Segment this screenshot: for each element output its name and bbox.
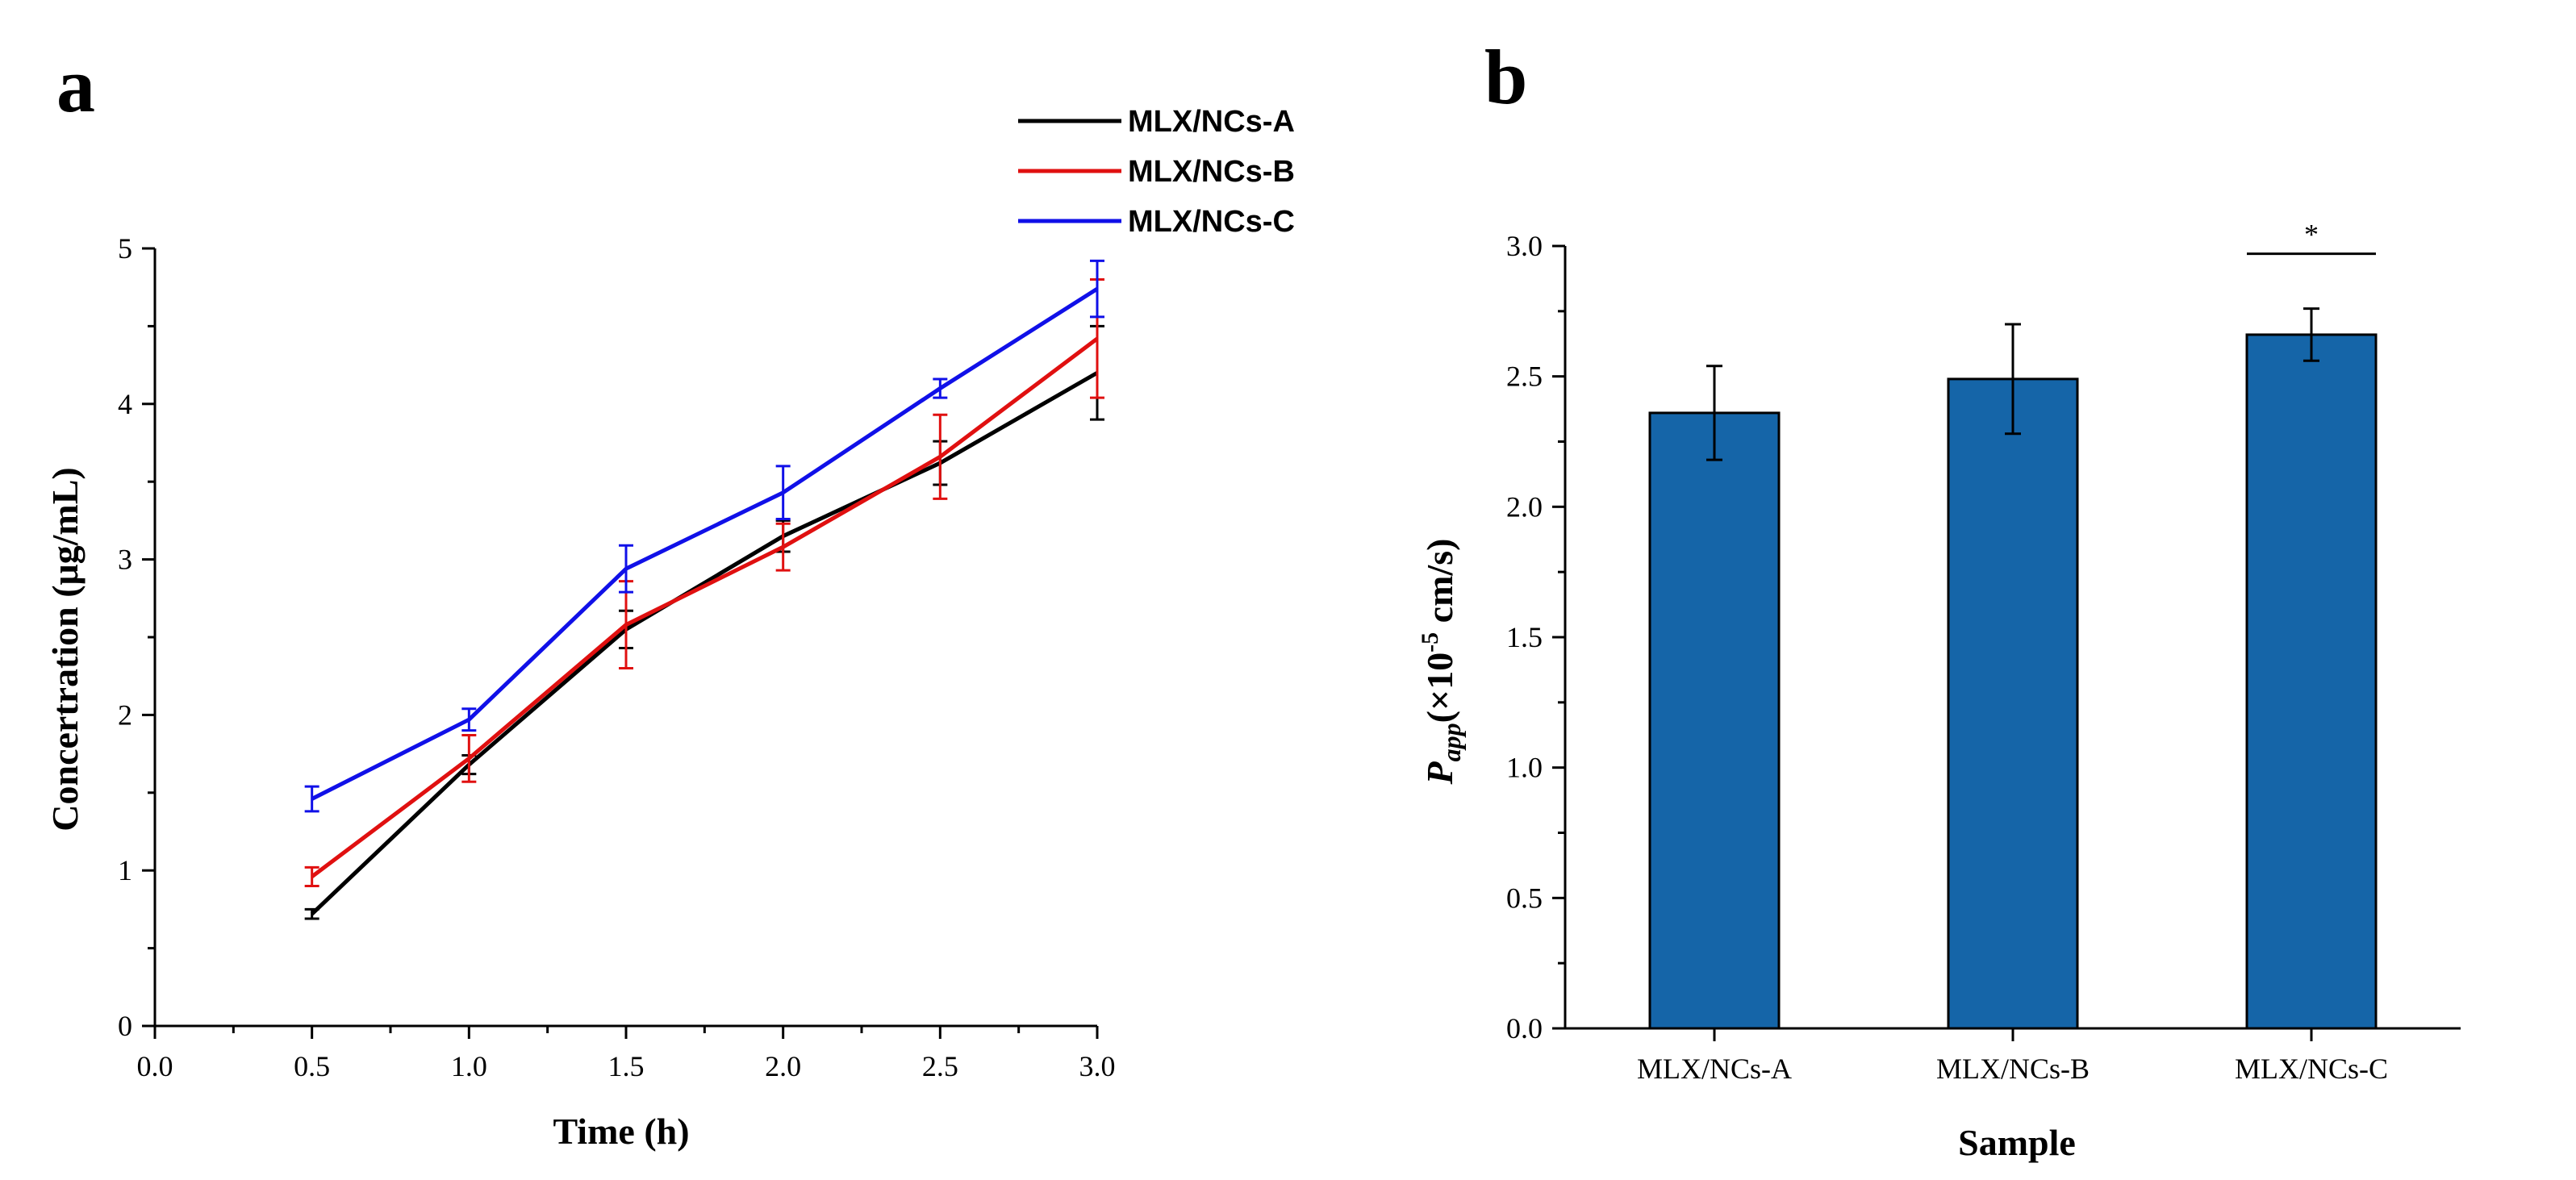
panel-letter-b: b [1484, 34, 1527, 120]
panel-a: a 0.0 0.5 1.0 1.5 2.0 2.5 3.0 0 1 2 3 4 5 Time (h) C… [44, 42, 1295, 1152]
chart-a-plot: 0.0 0.5 1.0 1.5 2.0 2.5 3.0 0 1 2 3 4 5 [118, 232, 1116, 1082]
y-tick-label-a: 3 [118, 544, 132, 576]
x-tick-label-a: 0.0 [137, 1050, 173, 1082]
y-axis-title-a: Concertration (μg/mL) [44, 467, 86, 831]
x-tick-label-b: MLX/NCs-C [2235, 1053, 2388, 1085]
bar [1947, 377, 2079, 1030]
y-axis-title-b: Papp(×10-5 cm/s) [1417, 539, 1466, 786]
x-tick-label-a: 2.5 [922, 1050, 958, 1082]
y-tick-label-a: 5 [118, 232, 132, 265]
y-tick-label-a: 4 [118, 388, 132, 420]
x-tick-label-b: MLX/NCs-B [1936, 1053, 2090, 1085]
y-tick-label-a: 1 [118, 854, 132, 886]
x-tick-label-b: MLX/NCs-A [1637, 1053, 1792, 1085]
y-axis-title-b-close: cm/s) [1419, 539, 1460, 632]
y-tick-label-b: 1.0 [1506, 752, 1543, 784]
y-tick-label-b: 1.5 [1506, 621, 1543, 653]
y-tick-label-b: 2.0 [1506, 490, 1543, 523]
x-tick-label-a: 0.5 [294, 1050, 330, 1082]
y-tick-label-b: 0.5 [1506, 882, 1543, 914]
series-1-a [304, 324, 1104, 920]
y-axis-title-b-sup: -5 [1417, 632, 1443, 653]
legend-a: MLX/NCs-A MLX/NCs-B MLX/NCs-C [1018, 105, 1295, 239]
x-tick-label-a: 3.0 [1079, 1050, 1116, 1082]
x-tick-label-a: 1.5 [608, 1050, 645, 1082]
chart-b-plot: 0.0 0.5 1.0 1.5 2.0 2.5 3.0 MLX/NCs-A MLX/NCs-B M… [1506, 219, 2461, 1085]
y-tick-label-b: 2.5 [1506, 361, 1543, 393]
series-line [310, 371, 1099, 915]
significance-star: * [2304, 219, 2319, 251]
y-tick-label-b: 0.0 [1506, 1012, 1543, 1044]
y-tick-label-a: 0 [118, 1010, 132, 1042]
legend-label: MLX/NCs-A [1128, 105, 1295, 139]
legend-label: MLX/NCs-C [1128, 205, 1295, 239]
y-tick-label-a: 2 [118, 698, 132, 731]
panel-letter-a: a [56, 42, 95, 128]
bar [2245, 333, 2378, 1030]
x-axis-title-b: Sample [1958, 1122, 2076, 1163]
y-axis-title-b-sub: app [1437, 723, 1466, 761]
x-tick-label-a: 1.0 [451, 1050, 487, 1082]
y-axis-title-b-main: P [1419, 761, 1460, 785]
bar [1648, 411, 1781, 1030]
x-axis-title-a: Time (h) [553, 1111, 689, 1152]
legend-label: MLX/NCs-B [1128, 155, 1295, 189]
y-axis-title-b-open: (×10 [1419, 653, 1460, 723]
panel-b: b 0.0 0.5 1.0 1.5 2.0 2.5 3.0 MLX/NCs-A MLX/NCs-… [1417, 34, 2461, 1163]
y-tick-label-b: 3.0 [1506, 230, 1543, 262]
series-3-a [304, 259, 1104, 813]
series-line [311, 336, 1099, 878]
x-tick-label-a: 2.0 [765, 1050, 801, 1082]
series-line [311, 287, 1099, 801]
